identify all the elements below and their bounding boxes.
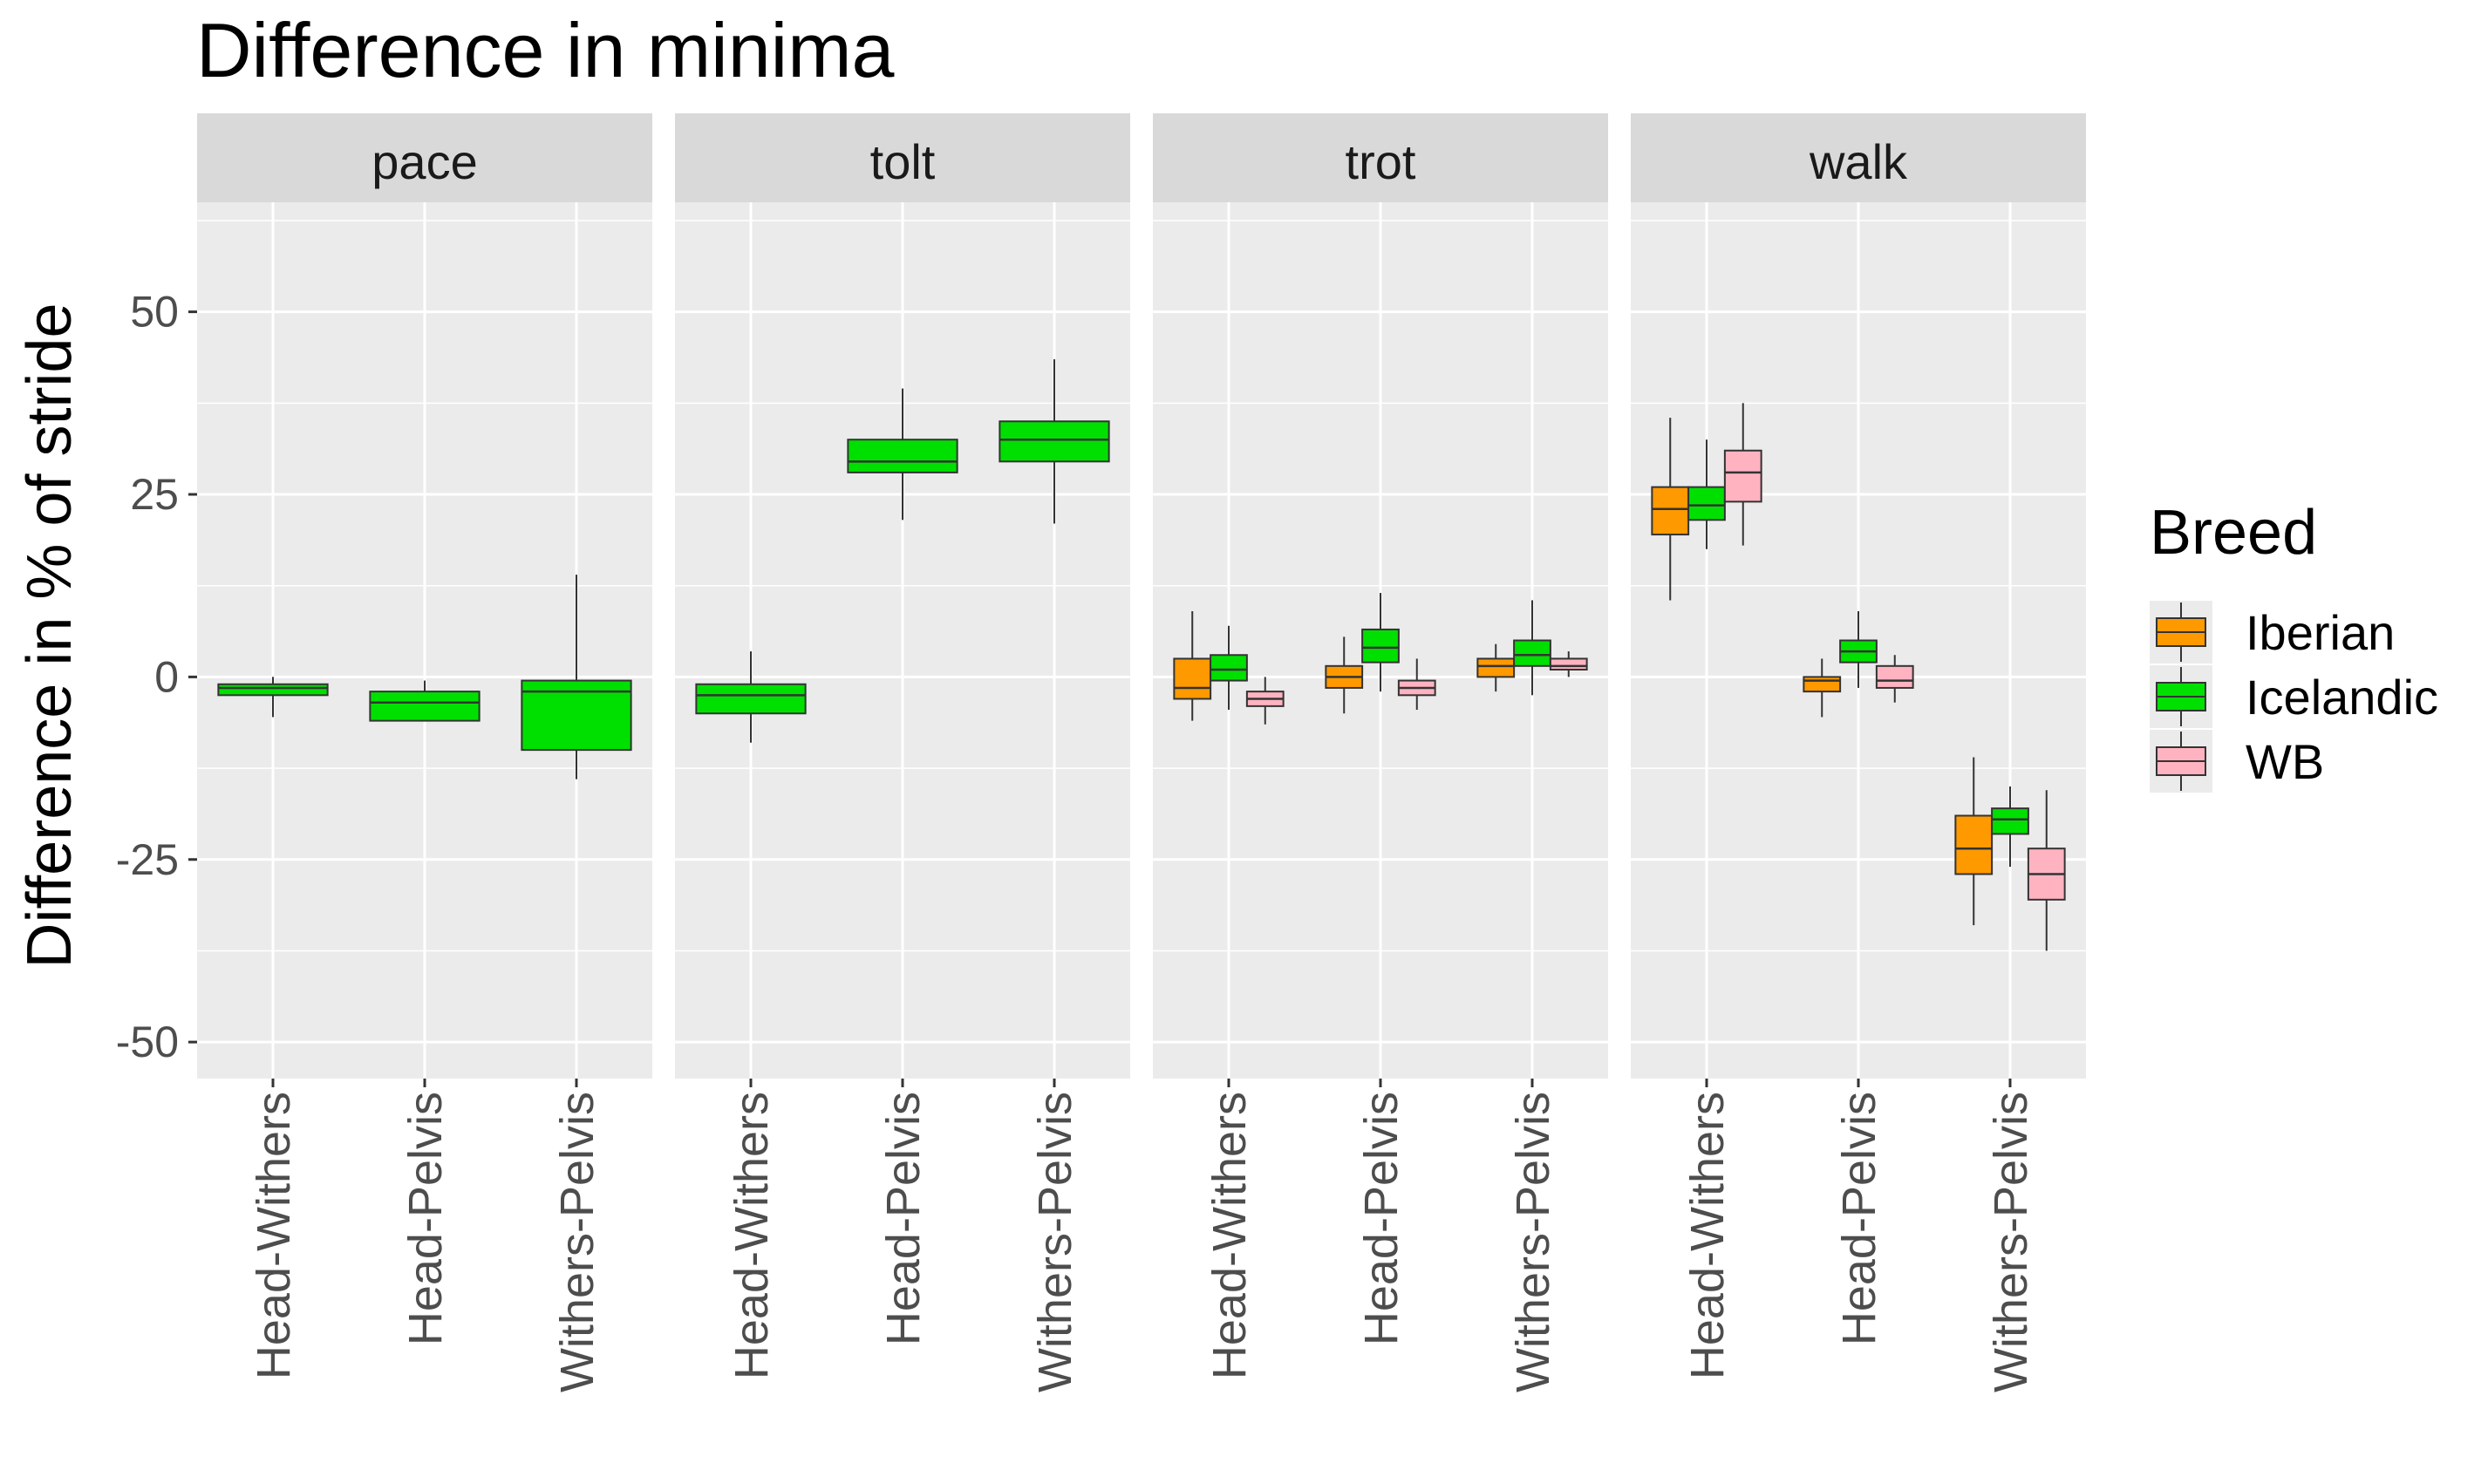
box-body bbox=[999, 420, 1110, 463]
box-walk-Withers-Pelvis-WB bbox=[2027, 790, 2066, 951]
x-tick-label: Head-Pelvis bbox=[399, 1092, 452, 1345]
box-trot-Withers-Pelvis-Icelandic bbox=[1513, 600, 1551, 696]
box-body bbox=[1651, 486, 1690, 536]
box-body bbox=[1173, 657, 1212, 700]
box-tolt-Head-Pelvis-Icelandic bbox=[847, 388, 958, 521]
facet-strip bbox=[1153, 113, 1608, 202]
box-body bbox=[369, 691, 481, 722]
y-tick-label: -50 bbox=[116, 1018, 179, 1066]
box-walk-Head-Withers-Iberian bbox=[1651, 418, 1690, 601]
box-pace-Withers-Pelvis-Icelandic bbox=[521, 575, 632, 779]
facet-panel-walk: walk Head-Withers Head-Pelvis Withers-Pelvi… bbox=[1631, 113, 2086, 1392]
box-walk-Head-Pelvis-Iberian bbox=[1803, 658, 1842, 718]
x-tick-label: Withers-Pelvis bbox=[1985, 1092, 2037, 1392]
y-tick-label: 50 bbox=[130, 288, 179, 337]
chart-title: Difference in minima bbox=[196, 7, 895, 93]
box-walk-Head-Pelvis-Icelandic bbox=[1839, 611, 1878, 688]
box-walk-Head-Withers-WB bbox=[1723, 403, 1762, 546]
y-tick-label: 0 bbox=[154, 652, 179, 701]
box-walk-Withers-Pelvis-Iberian bbox=[1954, 757, 1994, 926]
box-trot-Head-Withers-WB bbox=[1245, 677, 1285, 725]
x-tick-label: Head-Withers bbox=[1203, 1092, 1256, 1379]
legend-entry-Iberian: Iberian bbox=[2150, 601, 2395, 664]
facet-strip bbox=[675, 113, 1130, 202]
box-tolt-Head-Withers-Icelandic bbox=[695, 651, 807, 743]
legend-entry-Icelandic: Icelandic bbox=[2150, 665, 2438, 728]
legend: Breed Iberian Icelandic WB bbox=[2150, 498, 2438, 793]
box-body bbox=[217, 683, 329, 697]
box-body bbox=[1875, 664, 1914, 689]
x-tick-label: Head-Pelvis bbox=[1355, 1092, 1408, 1345]
legend-title: Breed bbox=[2150, 498, 2317, 568]
y-tick-label: -25 bbox=[116, 835, 179, 884]
box-body bbox=[1210, 654, 1248, 682]
y-tick-label: 25 bbox=[130, 470, 179, 519]
box-body bbox=[1513, 639, 1551, 667]
x-tick-label: Head-Withers bbox=[248, 1092, 300, 1379]
box-walk-Head-Pelvis-WB bbox=[1875, 655, 1914, 703]
box-body bbox=[1991, 807, 2029, 835]
y-axis: -50 -25 0 25 50 bbox=[116, 288, 197, 1066]
facet-panel-trot: trot Head-Withers Head-Pelvis Withers-Pelvi… bbox=[1153, 113, 1608, 1392]
y-axis-label: Difference in % of stride bbox=[15, 303, 85, 968]
box-trot-Withers-Pelvis-WB bbox=[1549, 651, 1588, 677]
box-body bbox=[695, 683, 807, 715]
box-walk-Head-Withers-Icelandic bbox=[1687, 439, 1726, 549]
facet-panels: pace Head-Withers Head-Pelvis Withers-Pelvi… bbox=[197, 113, 2086, 1392]
x-tick-label: Head-Pelvis bbox=[1833, 1092, 1885, 1345]
box-body bbox=[1723, 449, 1762, 503]
facet-strip bbox=[1631, 113, 2086, 202]
box-pace-Head-Pelvis-Icelandic bbox=[369, 680, 481, 722]
box-walk-Withers-Pelvis-Icelandic bbox=[1991, 786, 2029, 868]
x-tick-label: Head-Pelvis bbox=[877, 1092, 930, 1345]
facet-strip-label: trot bbox=[1346, 134, 1416, 189]
box-trot-Head-Pelvis-Iberian bbox=[1325, 636, 1364, 714]
box-tolt-Withers-Pelvis-Icelandic bbox=[999, 359, 1110, 524]
box-trot-Head-Pelvis-WB bbox=[1397, 658, 1436, 711]
legend-entry-WB: WB bbox=[2150, 730, 2324, 793]
box-pace-Head-Withers-Icelandic bbox=[217, 677, 329, 718]
facet-strip-label: pace bbox=[371, 134, 477, 189]
x-tick-label: Withers-Pelvis bbox=[1507, 1092, 1559, 1392]
box-trot-Head-Pelvis-Icelandic bbox=[1361, 593, 1400, 692]
legend-label: Iberian bbox=[2246, 605, 2395, 660]
box-body bbox=[1687, 486, 1726, 521]
box-body bbox=[1803, 676, 1842, 693]
box-body bbox=[847, 439, 958, 473]
box-body bbox=[1361, 628, 1400, 664]
box-trot-Withers-Pelvis-Iberian bbox=[1476, 643, 1516, 692]
facet-strip bbox=[197, 113, 652, 202]
x-tick-label: Head-Withers bbox=[1681, 1092, 1734, 1379]
box-body bbox=[1476, 657, 1516, 678]
facet-strip-label: walk bbox=[1809, 134, 1908, 189]
box-trot-Head-Withers-Icelandic bbox=[1210, 625, 1248, 711]
box-trot-Head-Withers-Iberian bbox=[1173, 611, 1212, 721]
box-body bbox=[1549, 657, 1588, 671]
box-body bbox=[1954, 814, 1994, 875]
facet-panel-pace: pace Head-Withers Head-Pelvis Withers-Pelvi… bbox=[197, 113, 652, 1392]
x-tick-label: Withers-Pelvis bbox=[1029, 1092, 1081, 1392]
legend-label: WB bbox=[2246, 734, 2324, 789]
x-tick-label: Withers-Pelvis bbox=[551, 1092, 603, 1392]
legend-label: Icelandic bbox=[2246, 670, 2438, 725]
facet-strip-label: tolt bbox=[870, 134, 936, 189]
facet-panel-tolt: tolt Head-Withers Head-Pelvis Withers-Pelvi… bbox=[675, 113, 1130, 1392]
x-tick-label: Head-Withers bbox=[726, 1092, 778, 1379]
